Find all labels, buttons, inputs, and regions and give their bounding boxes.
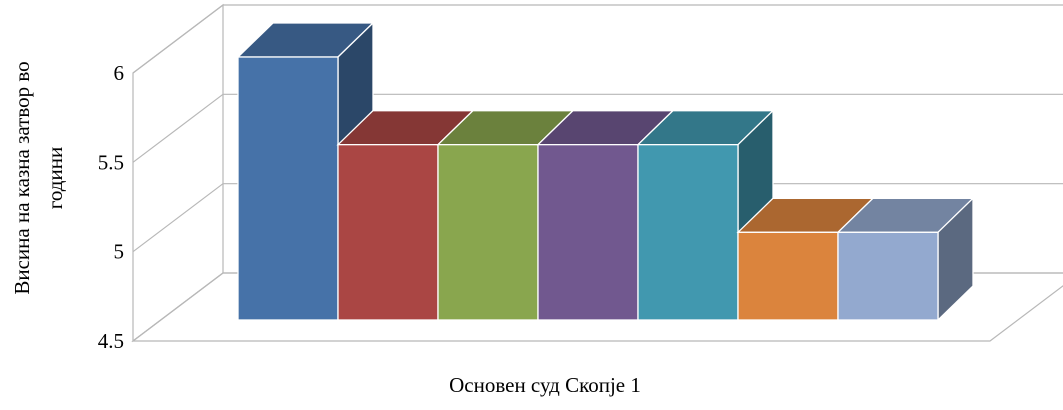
bar-front-face — [437, 144, 539, 321]
y-axis-title-line-1: Висина на казна затвор во — [10, 61, 34, 294]
y-axis-title-line-2: години — [43, 147, 67, 209]
y-tick-label: 5.5 — [98, 150, 124, 174]
bar — [836, 196, 975, 322]
bar-front-face — [237, 56, 339, 321]
gridline — [132, 4, 1063, 74]
bars — [236, 21, 975, 322]
gridline — [132, 93, 1063, 163]
bar-front-face — [837, 231, 939, 321]
y-tick-label: 4.5 — [98, 329, 124, 353]
bar-front-face — [737, 231, 839, 321]
bar-front-face — [537, 144, 639, 321]
bar-front-face — [637, 144, 739, 321]
x-axis-title: Основен суд Скопје 1 — [449, 373, 641, 397]
gridline — [132, 183, 1063, 253]
y-axis-ticks: 4.5 5 5.5 6 — [98, 61, 124, 353]
y-tick-label: 5 — [114, 240, 125, 264]
y-tick-label: 6 — [114, 61, 125, 85]
bar-front-face — [337, 144, 439, 321]
